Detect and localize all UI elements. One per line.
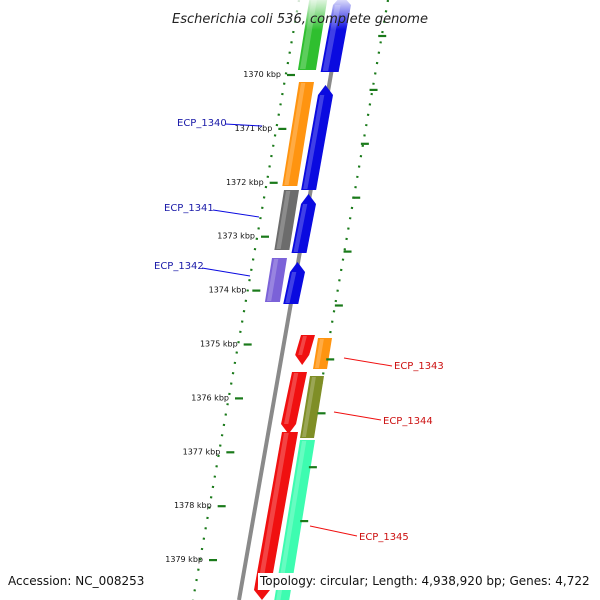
ruler-label: 1373 kbp xyxy=(217,232,255,241)
ruler-label: 1375 kbp xyxy=(200,340,238,349)
gene-label-ecp-1342[interactable]: ECP_1342 xyxy=(154,261,204,272)
feature-ecp-1340-highlight xyxy=(284,83,306,185)
gene-leader-line xyxy=(201,267,251,277)
accession-caption: Accession: NC_008253 xyxy=(8,573,145,590)
gene-leader-line xyxy=(309,525,358,537)
ruler-label: 1379 kbp xyxy=(165,555,203,564)
ruler-label: 1370 kbp xyxy=(243,70,281,79)
gene-leader-line xyxy=(224,123,263,127)
gene-label-ecp-1341[interactable]: ECP_1341 xyxy=(164,203,214,214)
gene-label-ecp-1343[interactable]: ECP_1343 xyxy=(394,361,444,372)
feature-red-1345-highlight xyxy=(256,433,289,590)
ruler-label: 1377 kbp xyxy=(183,447,221,456)
ruler-label: 1374 kbp xyxy=(209,286,247,295)
feature-blue-1341 xyxy=(291,194,316,253)
feature-blue-1341-highlight xyxy=(293,204,308,252)
gene-leader-line xyxy=(333,411,382,421)
feature-ecp-1345 xyxy=(274,440,315,600)
ruler-label: 1378 kbp xyxy=(174,501,212,510)
feature-ecp-1345-highlight xyxy=(276,441,307,600)
feature-ecp-1340 xyxy=(282,82,314,186)
feature-red-1344-highlight xyxy=(284,373,299,424)
feature-blue-1340-highlight xyxy=(303,95,325,189)
feature-red-1343 xyxy=(295,335,315,365)
ruler-label: 1376 kbp xyxy=(191,393,229,402)
feature-ecp-1344-highlight xyxy=(302,377,316,437)
feature-ecp-1342 xyxy=(264,258,287,302)
feature-red-1345 xyxy=(253,432,298,600)
gene-leader-line xyxy=(212,209,260,218)
gene-label-ecp-1345[interactable]: ECP_1345 xyxy=(359,532,409,543)
outer-ruler-guide xyxy=(191,0,301,600)
top-fade xyxy=(290,0,360,30)
feature-ecp-1341-highlight xyxy=(276,191,291,249)
feature-ecp-1343-highlight xyxy=(315,339,324,368)
ruler-label: 1371 kbp xyxy=(235,124,273,133)
gene-label-layer: ECP_1340 ECP_1341 ECP_1342 ECP_1343 ECP_1344… xyxy=(154,118,444,543)
gene-label-ecp-1340[interactable]: ECP_1340 xyxy=(177,118,227,129)
feature-blue-1342-highlight xyxy=(285,272,297,303)
feature-red-1343-highlight xyxy=(298,336,307,355)
feature-ecp-1342-highlight xyxy=(266,259,279,301)
genome-summary-caption: Topology: circular; Length: 4,938,920 bp… xyxy=(258,573,590,590)
feature-layer xyxy=(191,0,390,600)
kbp-ruler: 1370 kbp 1371 kbp 1372 kbp 1373 kbp 1374 kbp… xyxy=(165,34,387,577)
ruler-label: 1372 kbp xyxy=(226,178,264,187)
gene-label-ecp-1344[interactable]: ECP_1344 xyxy=(383,416,433,427)
feature-blue-1340 xyxy=(301,85,333,190)
feature-red-1344 xyxy=(281,372,307,434)
feature-ecp-1343 xyxy=(313,338,332,369)
feature-ecp-1344 xyxy=(300,376,324,438)
feature-ecp-1341 xyxy=(274,190,299,250)
gene-leader-line xyxy=(343,357,393,367)
map-title: Escherichia coli 536, complete genome xyxy=(172,12,428,27)
feature-blue-1342 xyxy=(283,262,305,304)
